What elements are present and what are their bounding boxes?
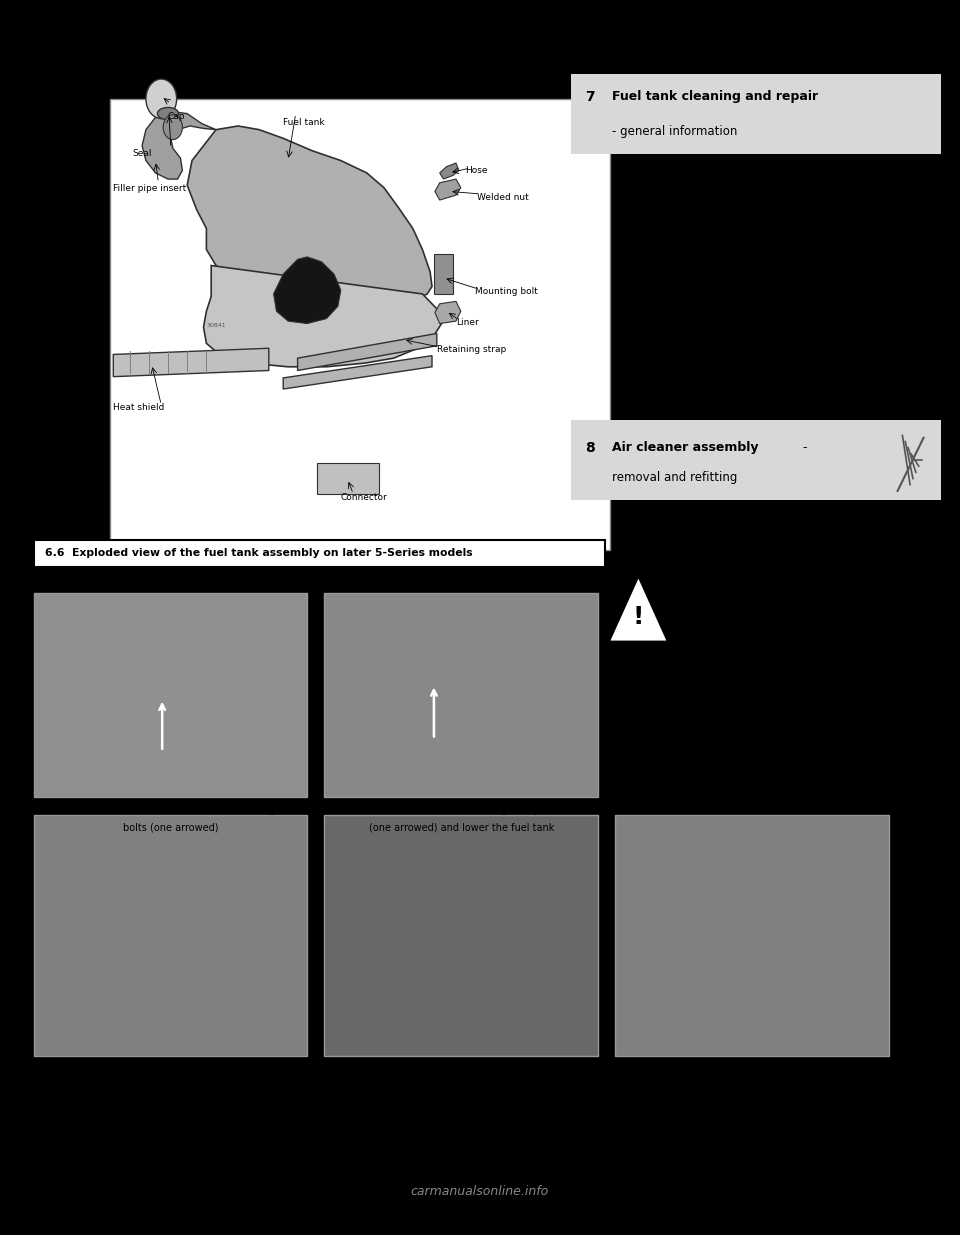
- Bar: [34, 593, 307, 797]
- Bar: [324, 593, 598, 797]
- Polygon shape: [440, 163, 459, 179]
- Text: Cap: Cap: [168, 111, 185, 121]
- Polygon shape: [298, 333, 437, 370]
- Polygon shape: [274, 257, 341, 324]
- Polygon shape: [283, 356, 432, 389]
- Text: Heat shield: Heat shield: [113, 403, 165, 412]
- Text: 6.10a  Remove the fuel tank mounting: 6.10a Remove the fuel tank mounting: [64, 805, 276, 815]
- Text: Hose: Hose: [465, 165, 487, 175]
- Text: Filler pipe insert: Filler pipe insert: [113, 184, 186, 194]
- Text: - general information: - general information: [612, 126, 737, 138]
- Polygon shape: [435, 301, 461, 324]
- Polygon shape: [435, 179, 461, 200]
- Bar: [34, 815, 307, 1056]
- Text: Fuel tank cleaning and repair: Fuel tank cleaning and repair: [612, 90, 818, 103]
- Text: 30841: 30841: [206, 324, 226, 329]
- Text: 8: 8: [586, 441, 595, 454]
- Text: -: -: [799, 441, 807, 454]
- Bar: [571, 74, 941, 154]
- Text: Connector: Connector: [341, 493, 388, 503]
- Polygon shape: [187, 126, 432, 306]
- Circle shape: [163, 115, 182, 140]
- Polygon shape: [142, 111, 216, 179]
- Polygon shape: [204, 266, 442, 367]
- Text: carmanualsonline.info: carmanualsonline.info: [411, 1186, 549, 1198]
- Circle shape: [146, 79, 177, 119]
- Bar: [324, 815, 598, 1056]
- Text: Mounting bolt: Mounting bolt: [475, 287, 538, 296]
- Bar: [34, 540, 605, 567]
- Bar: [615, 815, 889, 1056]
- Text: Welded nut: Welded nut: [477, 193, 529, 203]
- Text: Liner: Liner: [456, 317, 479, 327]
- Text: !: !: [633, 605, 644, 629]
- Text: Air cleaner assembly: Air cleaner assembly: [612, 441, 758, 454]
- Text: Fuel tank: Fuel tank: [283, 117, 324, 127]
- Bar: [434, 254, 453, 294]
- Text: removal and refitting: removal and refitting: [612, 472, 737, 484]
- Ellipse shape: [157, 107, 179, 120]
- Polygon shape: [608, 574, 669, 642]
- Text: bolts (one arrowed): bolts (one arrowed): [123, 823, 218, 832]
- Text: 6.6  Exploded view of the fuel tank assembly on later 5-Series models: 6.6 Exploded view of the fuel tank assem…: [45, 548, 472, 558]
- Text: 7: 7: [586, 90, 595, 104]
- Text: (one arrowed) and lower the fuel tank: (one arrowed) and lower the fuel tank: [369, 823, 554, 832]
- Text: 6.10b  Remove the retaining strap bolts: 6.10b Remove the retaining strap bolts: [351, 805, 571, 815]
- Text: Seal: Seal: [132, 148, 152, 158]
- Text: Retaining strap: Retaining strap: [437, 345, 506, 354]
- Bar: [571, 420, 941, 500]
- Bar: [317, 463, 379, 494]
- Polygon shape: [113, 348, 269, 377]
- Bar: [110, 99, 610, 550]
